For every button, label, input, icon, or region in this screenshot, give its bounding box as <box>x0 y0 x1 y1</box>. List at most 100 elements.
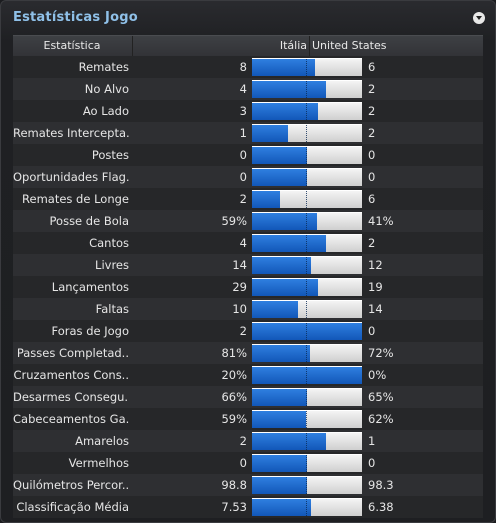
away-value: 65% <box>368 390 394 404</box>
away-value: 0 <box>368 148 376 162</box>
bar-midpoint <box>306 301 307 318</box>
bar-midpoint <box>306 345 307 362</box>
table-row: No Alvo 4 2 <box>13 78 483 100</box>
bar-midpoint <box>306 147 307 164</box>
table-row: Desarmes Consegu.. 66% 65% <box>13 386 483 408</box>
header-home-team[interactable]: Itália <box>279 39 307 52</box>
table-row: Remates 8 6 <box>13 56 483 78</box>
table-row: Remates Intercepta.. 1 2 <box>13 122 483 144</box>
table-row: Passes Completad.. 81% 72% <box>13 342 483 364</box>
bar-midpoint <box>306 213 307 230</box>
stat-label: Oportunidades Flag.. <box>13 170 129 184</box>
away-value: 0 <box>368 456 376 470</box>
home-share-fill <box>252 257 312 274</box>
home-value: 3 <box>239 104 247 118</box>
home-share-fill <box>252 235 326 252</box>
home-value: 59% <box>221 412 247 426</box>
comparison-bar <box>252 234 362 252</box>
home-share-fill <box>252 411 306 428</box>
stat-label: Ao Lado <box>82 104 129 118</box>
comparison-bar <box>252 102 362 120</box>
stat-label: Lançamentos <box>51 280 129 294</box>
away-value: 0 <box>368 170 376 184</box>
away-value: 0% <box>368 368 387 382</box>
bar-midpoint <box>306 257 307 274</box>
away-value: 72% <box>368 346 394 360</box>
comparison-bar <box>252 278 362 296</box>
stat-label: Livres <box>95 258 129 272</box>
stat-label: Vermelhos <box>68 456 129 470</box>
home-value: 2 <box>239 192 247 206</box>
comparison-bar <box>252 58 362 76</box>
away-value: 98.3 <box>368 478 394 492</box>
comparison-bar <box>252 454 362 472</box>
comparison-bar <box>252 344 362 362</box>
home-value: 8 <box>239 60 247 74</box>
home-share-fill <box>252 213 317 230</box>
comparison-bar <box>252 146 362 164</box>
home-value: 66% <box>221 390 247 404</box>
stat-label: Posse de Bola <box>49 214 129 228</box>
home-share-fill <box>252 81 326 98</box>
header-divider <box>309 36 310 56</box>
stats-table-header: Estatística Itália United States <box>13 35 483 57</box>
home-value: 14 <box>232 258 247 272</box>
table-row: Cruzamentos Cons.. 20% 0% <box>13 364 483 386</box>
home-value: 1 <box>239 126 247 140</box>
away-value: 14 <box>368 302 383 316</box>
comparison-bar <box>252 410 362 428</box>
bar-midpoint <box>306 125 307 142</box>
table-row: Oportunidades Flag.. 0 0 <box>13 166 483 188</box>
home-share-fill <box>252 455 307 472</box>
table-row: Cabeceamentos Ga.. 59% 62% <box>13 408 483 430</box>
home-share-fill <box>252 301 299 318</box>
stat-label: Remates Intercepta.. <box>13 126 129 140</box>
home-share-fill <box>252 499 312 516</box>
bar-midpoint <box>306 455 307 472</box>
stat-label: Cabeceamentos Ga.. <box>13 412 129 426</box>
table-row: Livres 14 12 <box>13 254 483 276</box>
home-value: 81% <box>221 346 247 360</box>
header-away-team[interactable]: United States <box>312 39 387 52</box>
home-value: 29 <box>232 280 247 294</box>
comparison-bar <box>252 80 362 98</box>
header-stat[interactable]: Estatística <box>43 39 101 52</box>
bar-midpoint <box>306 279 307 296</box>
home-value: 7.53 <box>221 500 247 514</box>
away-value: 2 <box>368 236 376 250</box>
home-share-fill <box>252 433 326 450</box>
home-value: 59% <box>221 214 247 228</box>
home-share-fill <box>252 169 307 186</box>
comparison-bar <box>252 124 362 142</box>
table-row: Remates de Longe 2 6 <box>13 188 483 210</box>
table-row: Posse de Bola 59% 41% <box>13 210 483 232</box>
collapse-chevron-icon[interactable] <box>473 12 485 24</box>
home-share-fill <box>252 279 318 296</box>
stat-label: Cantos <box>89 236 129 250</box>
home-value: 4 <box>239 236 247 250</box>
home-share-fill <box>252 389 307 406</box>
comparison-bar <box>252 366 362 384</box>
stat-label: Amarelos <box>75 434 129 448</box>
away-value: 1 <box>368 434 376 448</box>
home-share-fill <box>252 103 318 120</box>
bar-midpoint <box>306 477 307 494</box>
home-value: 10 <box>232 302 247 316</box>
stat-label: Passes Completad.. <box>16 346 129 360</box>
bar-midpoint <box>306 235 307 252</box>
bar-midpoint <box>306 499 307 516</box>
stat-label: Quilómetros Percor.. <box>13 478 129 492</box>
comparison-bar <box>252 190 362 208</box>
stat-label: Remates de Longe <box>22 192 129 206</box>
table-row: Foras de Jogo 2 0 <box>13 320 483 342</box>
home-share-fill <box>252 191 280 208</box>
bar-midpoint <box>306 433 307 450</box>
away-value: 41% <box>368 214 394 228</box>
stat-label: Remates <box>78 60 129 74</box>
bar-midpoint <box>306 367 307 384</box>
home-share-fill <box>252 367 362 384</box>
home-value: 2 <box>239 434 247 448</box>
away-value: 2 <box>368 126 376 140</box>
home-value: 98.8 <box>221 478 247 492</box>
